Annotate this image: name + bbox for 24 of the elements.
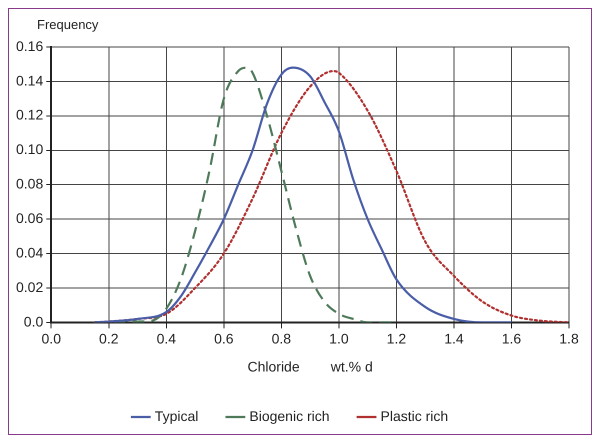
x-tick-label: 0.0 [42, 330, 62, 347]
legend-label: Plastic rich [380, 408, 448, 424]
y-tick-label: 0.06 [16, 210, 44, 226]
y-tick-label: 0.14 [16, 72, 44, 88]
x-tick-label: 0.8 [272, 330, 292, 347]
y-tick-label: 0.08 [16, 176, 44, 192]
x-tick-label: 0.6 [214, 330, 234, 347]
x-tick-label: 1.2 [386, 330, 406, 347]
y-axis-title: Frequency [37, 17, 99, 32]
x-tick-label: 1.4 [444, 330, 464, 347]
y-tick-label: 0.04 [16, 244, 44, 260]
legend-label: Biogenic rich [249, 408, 330, 424]
y-tick-label: 0.12 [16, 106, 44, 123]
y-tick-label: 0.0 [24, 313, 44, 330]
x-axis-title: Chloride wt.% d [247, 358, 373, 374]
x-tick-label: 1.6 [502, 330, 522, 347]
x-tick-label: 1.8 [559, 330, 579, 347]
y-tick-label: 0.02 [16, 278, 44, 295]
x-tick-label: 0.4 [156, 330, 176, 347]
x-tick-label: 0.2 [99, 330, 119, 347]
y-tick-label: 0.16 [16, 38, 44, 54]
x-tick-label: 1.0 [329, 330, 349, 347]
legend-label: Typical [154, 408, 198, 424]
y-tick-label: 0.10 [16, 141, 44, 158]
